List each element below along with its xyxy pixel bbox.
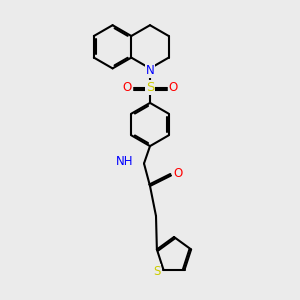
- Text: S: S: [146, 81, 154, 94]
- Text: S: S: [153, 265, 160, 278]
- Text: O: O: [169, 81, 178, 94]
- Text: N: N: [146, 64, 154, 77]
- Text: NH: NH: [116, 154, 134, 168]
- Text: O: O: [173, 167, 182, 180]
- Text: O: O: [122, 81, 131, 94]
